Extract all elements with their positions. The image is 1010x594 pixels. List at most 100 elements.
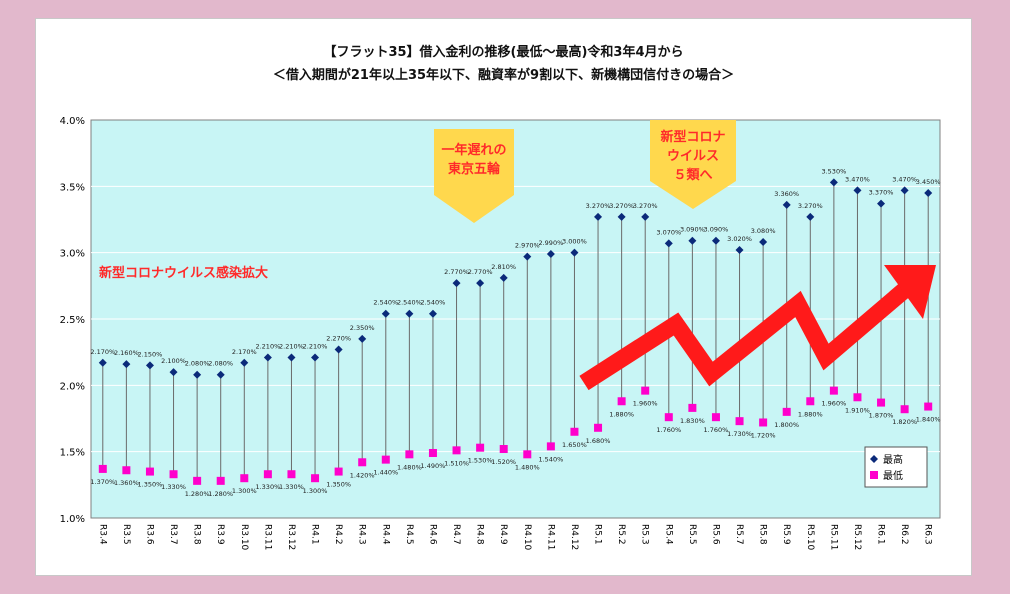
min-rate-label: 1.910% xyxy=(845,406,870,414)
min-rate-point xyxy=(122,466,131,475)
min-rate-point xyxy=(735,417,744,426)
min-rate-point xyxy=(428,448,437,457)
y-tick-label: 4.0% xyxy=(60,116,85,127)
max-rate-point xyxy=(546,249,555,258)
max-rate-label: 2.100% xyxy=(161,357,186,365)
max-rate-label: 2.170% xyxy=(232,348,257,356)
max-rate-label: 3.370% xyxy=(869,189,894,197)
min-rate-point xyxy=(759,418,768,427)
chart-frame: 【フラット35】借入金利の推移(最低～最高)令和3年4月から ＜借入期間が21年… xyxy=(35,18,972,576)
min-rate-label: 1.840% xyxy=(916,416,941,424)
min-rate-label: 1.870% xyxy=(869,412,894,420)
min-rate-point xyxy=(405,450,414,459)
x-tick-label: R3.11 xyxy=(262,524,272,550)
olympics-callout-text: 東京五輪 xyxy=(448,161,501,177)
min-rate-label: 1.830% xyxy=(680,417,705,425)
x-tick-label: R5.7 xyxy=(734,524,744,545)
max-rate-label: 2.770% xyxy=(468,268,493,276)
x-tick-label: R5.2 xyxy=(616,524,626,545)
covid-class5-callout-text: 新型コロナ xyxy=(660,129,725,145)
min-rate-point xyxy=(806,397,815,406)
x-tick-label: R5.12 xyxy=(852,524,862,550)
x-tick-label: R3.7 xyxy=(168,524,178,545)
max-rate-point xyxy=(287,353,296,362)
covid-class5-callout-text: ５類へ xyxy=(673,168,712,183)
covid-class5-callout xyxy=(650,120,736,209)
x-tick-label: R6.1 xyxy=(876,524,886,545)
min-rate-label: 1.760% xyxy=(656,426,681,434)
min-rate-point xyxy=(664,413,673,422)
olympics-callout-text: 一年遅れの xyxy=(441,142,506,158)
x-tick-label: R4.4 xyxy=(380,524,390,545)
max-rate-point xyxy=(594,212,603,221)
min-rate-label: 1.510% xyxy=(444,459,469,467)
x-tick-label: R4.10 xyxy=(522,524,532,551)
min-rate-label: 1.300% xyxy=(303,487,328,495)
max-rate-label: 3.270% xyxy=(586,202,611,210)
max-rate-point xyxy=(169,368,178,377)
max-rate-label: 2.150% xyxy=(138,350,163,358)
min-rate-point xyxy=(381,455,390,464)
min-rate-label: 1.330% xyxy=(255,483,280,491)
max-rate-point xyxy=(499,273,508,282)
min-rate-point xyxy=(358,458,367,467)
min-rate-point xyxy=(853,393,862,402)
max-rate-label: 2.540% xyxy=(421,299,446,307)
x-tick-label: R5.8 xyxy=(758,524,768,545)
min-rate-label: 1.880% xyxy=(609,410,634,418)
min-rate-label: 1.820% xyxy=(892,418,917,426)
max-rate-label: 3.360% xyxy=(774,190,799,198)
min-rate-point xyxy=(711,413,720,422)
max-rate-label: 2.540% xyxy=(397,299,422,307)
max-rate-point xyxy=(428,309,437,318)
x-tick-label: R5.9 xyxy=(781,524,791,545)
y-tick-label: 2.0% xyxy=(60,381,85,392)
min-rate-label: 1.800% xyxy=(774,421,799,429)
min-rate-label: 1.330% xyxy=(161,483,186,491)
min-rate-point xyxy=(499,445,508,454)
x-tick-label: R3.8 xyxy=(192,524,202,545)
x-tick-label: R4.3 xyxy=(357,524,367,545)
y-tick-label: 1.5% xyxy=(60,448,85,459)
min-rate-label: 1.350% xyxy=(138,481,163,489)
min-rate-label: 1.520% xyxy=(491,458,516,466)
max-rate-label: 3.020% xyxy=(727,235,752,243)
x-tick-label: R5.11 xyxy=(828,524,838,550)
min-rate-label: 1.440% xyxy=(373,469,398,477)
max-rate-point xyxy=(98,358,107,367)
max-rate-point xyxy=(711,236,720,245)
legend-min-label: 最低 xyxy=(883,469,903,482)
max-rate-point xyxy=(688,236,697,245)
max-rate-label: 2.170% xyxy=(90,348,115,356)
min-rate-label: 1.650% xyxy=(562,441,587,449)
x-tick-label: R5.4 xyxy=(663,524,673,545)
legend-box xyxy=(864,446,928,488)
max-rate-point xyxy=(735,246,744,255)
min-rate-point xyxy=(570,427,579,436)
y-tick-label: 1.0% xyxy=(60,514,85,525)
max-rate-point xyxy=(853,186,862,195)
max-rate-point xyxy=(311,353,320,362)
max-rate-label: 3.270% xyxy=(609,202,634,210)
min-rate-label: 1.490% xyxy=(421,462,446,470)
min-rate-label: 1.330% xyxy=(279,483,304,491)
max-rate-label: 2.160% xyxy=(114,349,139,357)
x-tick-label: R4.12 xyxy=(569,524,579,550)
max-rate-point xyxy=(924,188,933,197)
y-tick-label: 3.5% xyxy=(60,182,85,193)
x-tick-label: R3.4 xyxy=(97,524,107,545)
max-rate-point xyxy=(358,334,367,343)
max-rate-label: 2.540% xyxy=(373,299,398,307)
max-rate-point xyxy=(806,212,815,221)
min-rate-point xyxy=(900,405,909,414)
max-rate-label: 3.530% xyxy=(821,167,846,175)
min-rate-point xyxy=(169,470,178,479)
max-rate-point xyxy=(900,186,909,195)
x-tick-label: R3.10 xyxy=(239,524,249,551)
min-rate-point xyxy=(688,403,697,412)
min-rate-point xyxy=(594,423,603,432)
min-rate-label: 1.350% xyxy=(326,481,351,489)
x-tick-label: R3.12 xyxy=(286,524,296,550)
legend-max-label: 最高 xyxy=(883,453,903,466)
max-rate-point xyxy=(476,279,485,288)
